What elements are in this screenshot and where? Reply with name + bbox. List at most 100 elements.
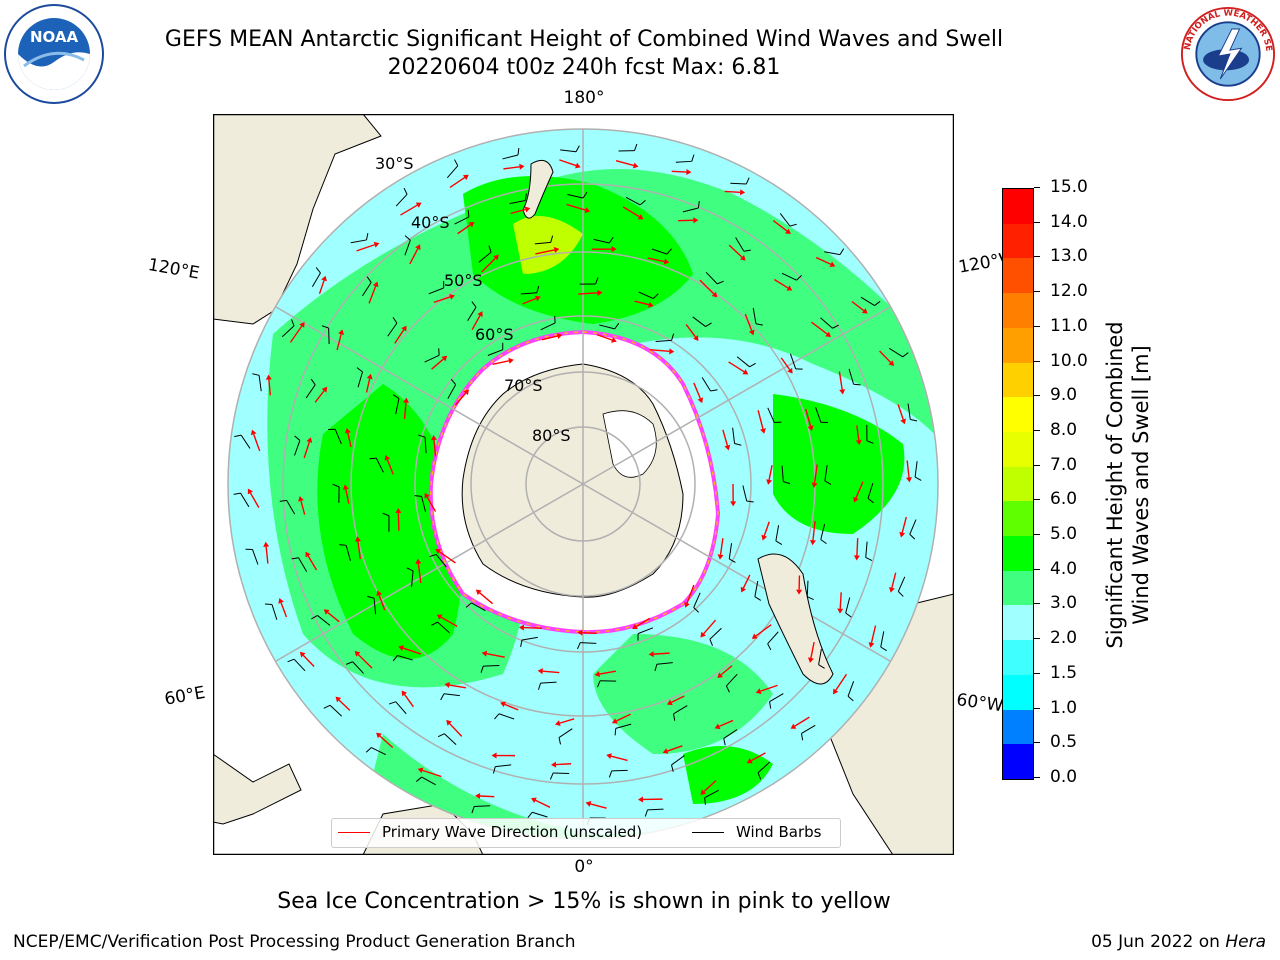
wave-arrow	[700, 780, 717, 795]
wave-arrow	[384, 454, 394, 475]
wind-barb	[502, 147, 520, 160]
wind-barb	[447, 378, 457, 399]
wind-barb	[673, 705, 688, 721]
wind-barb	[291, 557, 308, 572]
chart-subtitle: 20220604 t00z 240h fcst Max: 6.81	[387, 55, 781, 80]
wind-barb	[754, 580, 762, 601]
wave-arrow	[303, 437, 313, 459]
wave-arrow	[805, 408, 814, 432]
wave-arrow	[807, 641, 815, 663]
wave-arrow	[772, 219, 791, 235]
wave-arrow	[305, 551, 318, 571]
wave-arrow	[436, 614, 458, 627]
wind-barb	[520, 285, 540, 295]
wind-barb	[362, 276, 372, 297]
wind-barb	[494, 713, 515, 720]
wind-barb	[651, 248, 672, 255]
wave-arrow	[773, 278, 793, 291]
wave-arrow	[435, 548, 456, 564]
wave-arrow	[699, 279, 718, 298]
wind-barb	[625, 196, 646, 206]
wave-arrow	[728, 361, 749, 375]
wind-barb	[845, 597, 852, 618]
wind-barb	[675, 154, 695, 163]
colorbar-segment	[1003, 536, 1033, 571]
wave-arrow	[766, 465, 773, 485]
wind-barb	[818, 648, 825, 669]
wave-arrow	[518, 624, 542, 631]
wave-arrow	[649, 348, 675, 355]
wave-arrow	[537, 668, 560, 675]
wave-arrow	[550, 761, 572, 768]
wave-arrow	[833, 673, 848, 695]
wave-arrow	[342, 484, 350, 504]
wave-arrow	[318, 275, 327, 294]
nws-logo: NATIONAL WEATHER SERVICE	[1180, 6, 1276, 102]
colorbar	[1002, 188, 1034, 780]
wave-direction-arrows	[247, 159, 912, 809]
wind-barb	[454, 209, 470, 225]
wave-arrow	[751, 624, 772, 639]
wave-arrow	[637, 796, 663, 803]
wind-barb	[779, 213, 797, 227]
colorbar-segment	[1003, 362, 1033, 398]
wind-barb	[907, 403, 918, 422]
colorbar-segment	[1003, 744, 1033, 779]
wind-barb	[431, 621, 450, 634]
colorbar-title-line2: Wind Waves and Swell [m]	[1129, 345, 1153, 625]
legend-swatch-wave	[338, 832, 370, 833]
chart-title: GEFS MEAN Antarctic Significant Height o…	[164, 27, 1004, 52]
wind-barb	[730, 177, 750, 185]
colorbar-segment	[1003, 327, 1033, 363]
wave-arrow	[400, 202, 422, 216]
wave-arrow	[632, 617, 651, 629]
wind-barb	[775, 525, 783, 545]
wind-barb	[527, 811, 548, 819]
wave-arrow	[454, 389, 469, 406]
wind-barb	[387, 317, 398, 337]
wind-barb	[692, 316, 712, 328]
wave-arrow	[401, 690, 414, 708]
wave-arrow	[809, 520, 816, 546]
lon-label-120e: 120°E	[146, 255, 201, 284]
legend-item-wind: Wind Barbs	[692, 823, 821, 841]
wind-barb	[339, 544, 351, 561]
wave-arrow	[815, 256, 836, 268]
wave-arrow	[757, 410, 766, 434]
colorbar-title-line1: Significant Height of Combined	[1103, 321, 1127, 649]
wave-arrow	[475, 793, 495, 800]
wave-arrow	[594, 670, 617, 678]
wind-barb	[305, 378, 316, 399]
colorbar-segment	[1003, 293, 1033, 328]
colorbar-segment	[1003, 674, 1033, 710]
wind-barb	[781, 272, 803, 281]
wind-barb	[418, 434, 427, 454]
wave-arrow	[541, 333, 563, 341]
colorbar-tick-label: 14.0	[1034, 213, 1088, 231]
colorbar-segment	[1003, 501, 1033, 537]
wind-barb	[820, 317, 839, 329]
polar-map: 30°S 40°S 50°S 60°S 70°S 80°S	[213, 114, 954, 855]
wind-barb	[865, 541, 873, 562]
wind-barb	[437, 733, 457, 745]
wind-barb	[311, 615, 331, 626]
lat-label-60s: 60°S	[475, 325, 514, 344]
wave-arrow	[409, 244, 421, 265]
run-date: 05 Jun 2022 on Hera	[1091, 932, 1266, 952]
wave-arrow	[888, 572, 897, 593]
colorbar-tick-label: 0.5	[1033, 734, 1077, 751]
wave-arrow	[457, 222, 475, 235]
wave-arrow	[398, 645, 421, 655]
wave-arrow	[368, 281, 379, 304]
wind-barb	[824, 248, 845, 256]
wave-arrow	[899, 516, 907, 538]
wave-arrow	[611, 713, 631, 724]
wave-arrow	[431, 355, 448, 370]
wave-arrow	[475, 589, 494, 605]
wind-barb	[480, 665, 500, 673]
wave-arrow	[354, 650, 373, 669]
wind-barb	[367, 595, 377, 615]
wave-arrow	[714, 719, 734, 730]
wind-barb	[614, 723, 632, 736]
wind-barb	[558, 728, 573, 745]
